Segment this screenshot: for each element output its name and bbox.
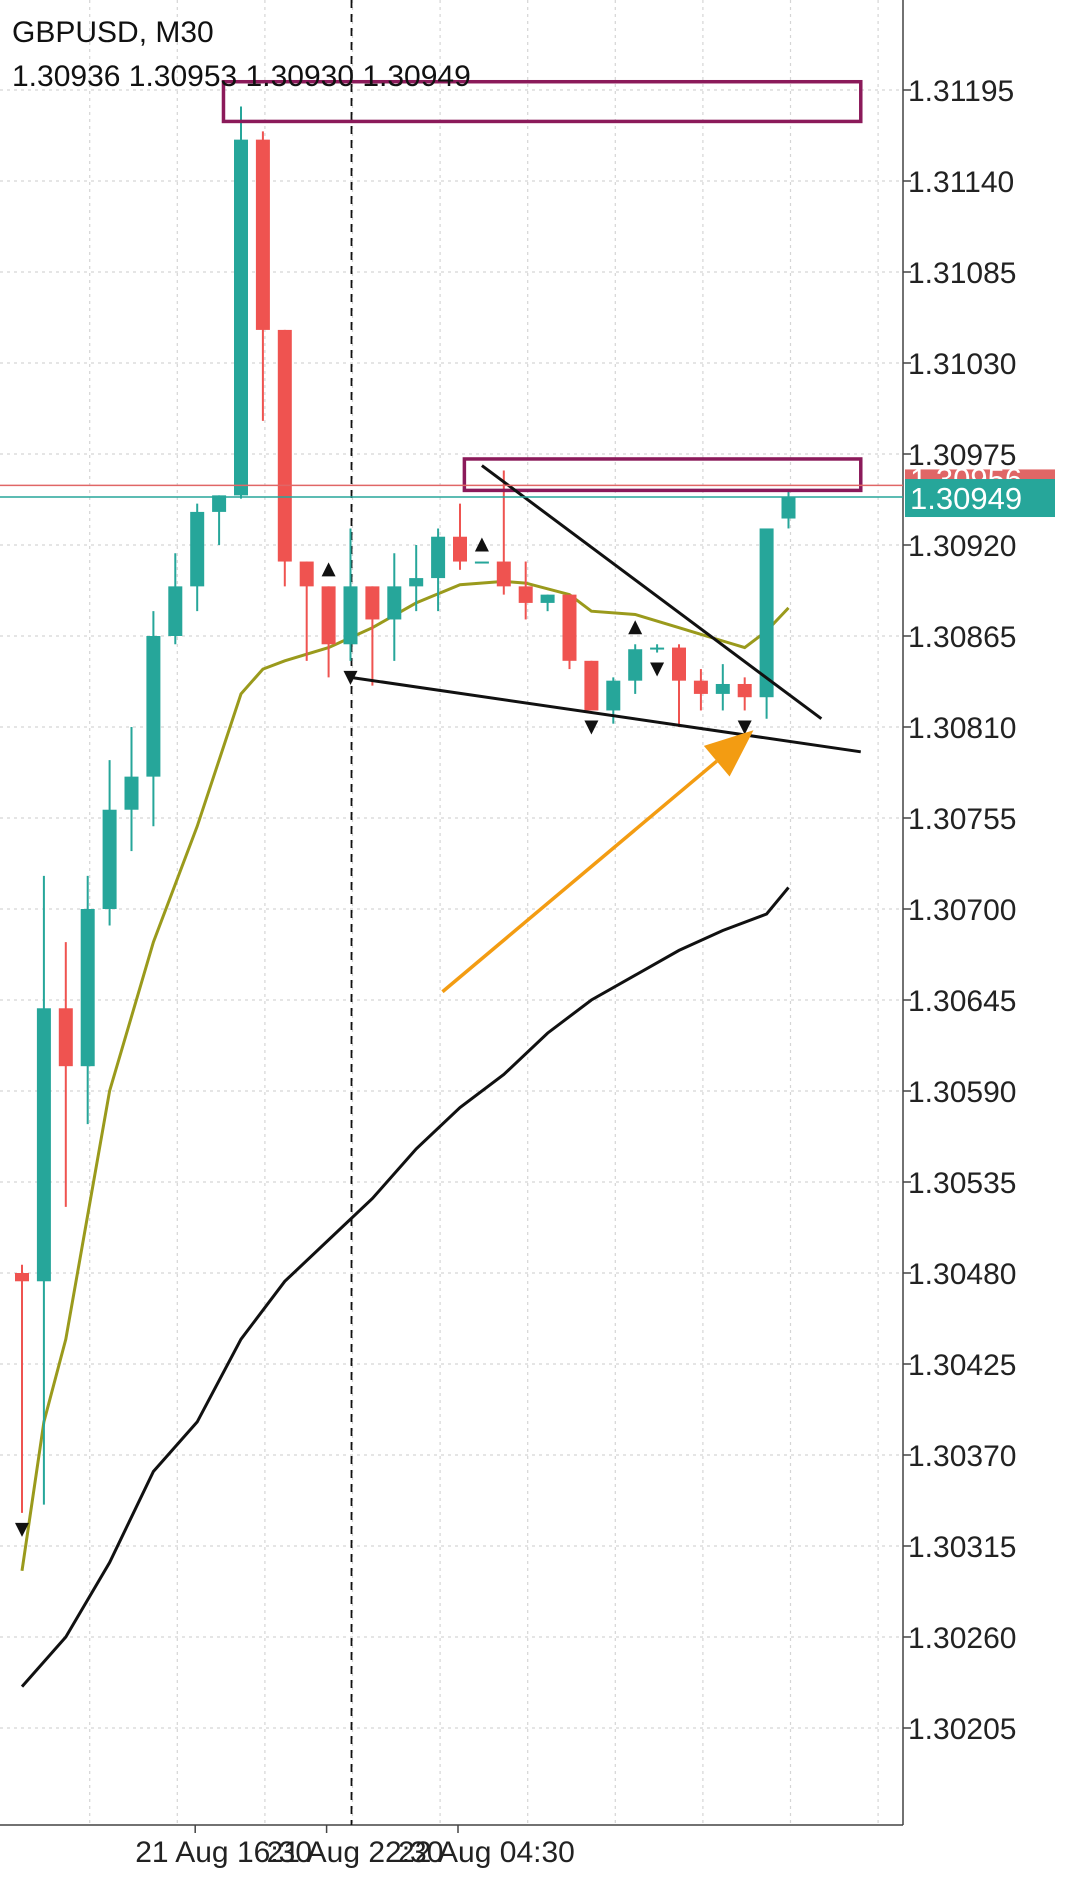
fractal-down-marker xyxy=(15,1522,29,1537)
bull-candle xyxy=(650,647,665,650)
orange-arrow xyxy=(441,730,754,994)
price-tick-label: 1.30865 xyxy=(908,621,1016,654)
fractal-markers xyxy=(15,537,752,1537)
price-tick-label: 1.31140 xyxy=(908,166,1014,199)
ohlc-readout: 1.30936 1.30953 1.30930 1.30949 xyxy=(12,60,471,93)
fractal-down-marker xyxy=(737,720,752,735)
supply-zone-rectangle xyxy=(221,79,863,124)
bull-candle xyxy=(540,594,555,603)
fractal-down-marker xyxy=(584,720,599,735)
bull-candle xyxy=(343,586,358,645)
price-tick-label: 1.30755 xyxy=(908,803,1016,836)
fractal-up-marker xyxy=(474,537,489,552)
price-tick-label: 1.30590 xyxy=(908,1076,1016,1109)
supply-zone-rectangle xyxy=(462,457,863,493)
bull-candle xyxy=(431,536,446,579)
price-tick-label: 1.30535 xyxy=(908,1167,1016,1200)
bid-price-label: 1.30949 xyxy=(910,481,1022,516)
fast-ma-line xyxy=(20,579,790,1572)
bull-candle xyxy=(234,139,248,496)
trendline xyxy=(350,675,861,754)
bull-candle xyxy=(606,680,621,711)
price-tick-label: 1.30205 xyxy=(908,1713,1016,1746)
bear-candle xyxy=(693,680,708,694)
bull-candle xyxy=(212,495,227,512)
bear-candle xyxy=(15,1273,29,1282)
bear-candle xyxy=(321,586,336,645)
price-tick-label: 1.31085 xyxy=(908,257,1016,290)
time-tick-label: 21 Aug 22:30 xyxy=(267,1836,444,1869)
bull-candle xyxy=(781,497,796,519)
price-tick-label: 1.30975 xyxy=(908,439,1016,472)
price-tick-label: 1.30425 xyxy=(908,1349,1016,1382)
bull-candle xyxy=(190,511,205,587)
bear-candle xyxy=(299,561,314,587)
bull-candle xyxy=(124,776,139,810)
price-tick-label: 1.31030 xyxy=(908,348,1016,381)
price-tick-label: 1.31195 xyxy=(908,75,1014,108)
fractal-down-marker xyxy=(343,670,358,685)
bear-candle xyxy=(58,1008,73,1067)
bear-candle xyxy=(562,594,577,661)
trendlines xyxy=(350,464,861,754)
supply-zones xyxy=(221,79,863,493)
bull-candle xyxy=(102,809,117,909)
time-tick-label: 22 Aug 04:30 xyxy=(398,1836,575,1869)
bear-candle xyxy=(672,647,686,681)
symbol-title: GBPUSD, M30 xyxy=(12,16,214,49)
bull-candle xyxy=(80,909,95,1067)
trendline xyxy=(481,464,823,720)
arrow-head xyxy=(703,730,754,777)
candles xyxy=(15,106,796,1513)
price-lines xyxy=(0,484,903,498)
bear-candle xyxy=(453,536,467,562)
price-tick-label: 1.30480 xyxy=(908,1258,1016,1291)
fractal-down-marker xyxy=(650,662,665,677)
bear-candle xyxy=(277,329,292,562)
price-tick-label: 1.30920 xyxy=(908,530,1016,563)
price-tick-label: 1.30370 xyxy=(908,1440,1016,1473)
bull-candle xyxy=(474,561,489,564)
price-tick-label: 1.30645 xyxy=(908,985,1016,1018)
bear-candle xyxy=(584,660,599,711)
bear-candle xyxy=(365,586,380,620)
axis-frame xyxy=(0,0,911,1826)
price-tick-label: 1.30700 xyxy=(908,894,1016,927)
fractal-up-marker xyxy=(321,562,336,577)
bull-candle xyxy=(168,586,183,636)
bull-candle xyxy=(715,683,730,694)
bull-candle xyxy=(628,649,643,681)
bear-candle xyxy=(518,586,533,603)
price-tick-label: 1.30810 xyxy=(908,712,1016,745)
bull-candle xyxy=(409,578,424,587)
slow-moving-average xyxy=(20,886,790,1688)
price-axis-labels: 1.31195 1.31140 1.31085 1.31030 1.30975 1.309… xyxy=(908,75,1016,1746)
fractal-up-marker xyxy=(628,620,643,635)
arrow-shaft xyxy=(441,759,718,994)
bull-candle xyxy=(36,1008,51,1282)
bear-candle xyxy=(255,139,270,330)
bear-candle xyxy=(737,683,752,698)
fast-moving-average xyxy=(20,579,790,1572)
grid-lines xyxy=(0,0,903,1825)
bull-candle xyxy=(387,586,402,620)
time-tick-label: 21 Aug 16:30 xyxy=(135,1836,312,1869)
bull-candle xyxy=(146,636,161,777)
price-tick-label: 1.30260 xyxy=(908,1622,1016,1655)
bear-candle xyxy=(496,561,511,587)
slow-ma-line xyxy=(20,886,790,1688)
bid-price-badge xyxy=(905,479,1055,518)
price-tick-label: 1.30315 xyxy=(908,1531,1016,1564)
bull-candle xyxy=(759,528,774,698)
